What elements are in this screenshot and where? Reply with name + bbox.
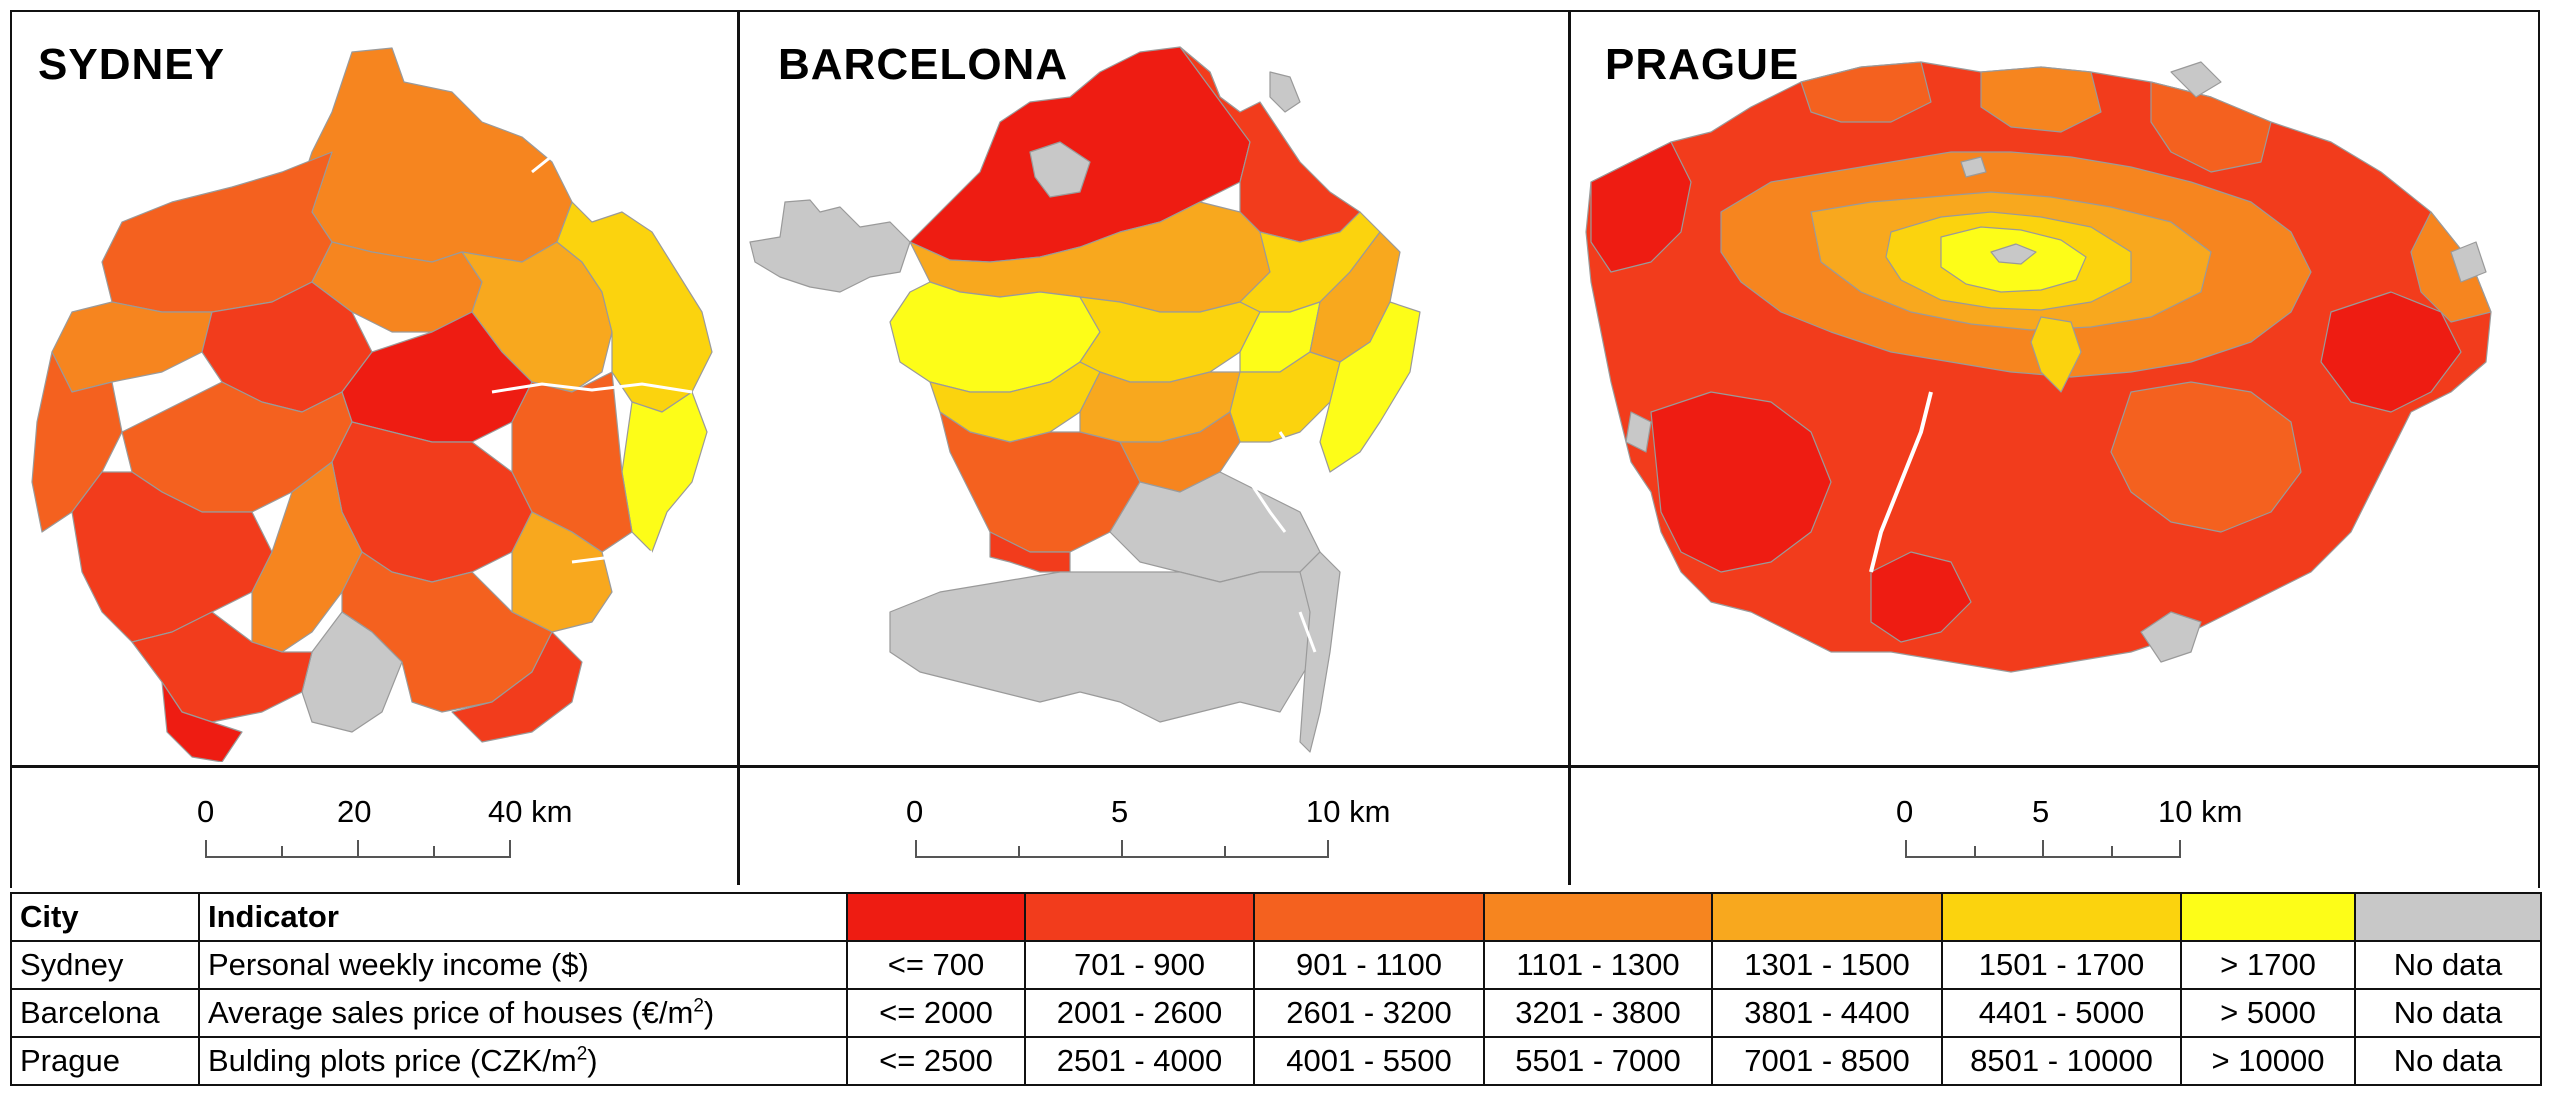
class-label: 701 - 900 <box>1024 940 1255 990</box>
class-label: 4401 - 5000 <box>1941 988 2182 1038</box>
scale-label: 0 <box>906 794 924 829</box>
class-label: 1501 - 1700 <box>1941 940 2182 990</box>
class-label: > 10000 <box>2180 1036 2356 1086</box>
row-city: Prague <box>10 1036 200 1086</box>
row-indicator: Average sales price of houses (€/m2) <box>198 988 848 1038</box>
scale-label: 20 <box>337 794 372 829</box>
class-label: 901 - 1100 <box>1253 940 1485 990</box>
class-label: No data <box>2354 1036 2542 1086</box>
class-label: <= 2500 <box>846 1036 1026 1086</box>
color-swatch <box>846 892 1026 942</box>
map-frame <box>10 10 2540 888</box>
class-label: 3201 - 3800 <box>1483 988 1713 1038</box>
legend-row-barcelona: Barcelona Average sales price of houses … <box>10 988 2542 1038</box>
panel-divider <box>737 10 740 885</box>
scale-label: 40 km <box>488 794 573 829</box>
map-sydney <box>31 47 713 762</box>
scale-label: 5 <box>2032 794 2050 829</box>
row-indicator: Personal weekly income ($) <box>198 940 848 990</box>
scale-label: 10 km <box>1306 794 1391 829</box>
scale-label: 0 <box>197 794 215 829</box>
legend-row-prague: Prague Bulding plots price (CZK/m2) <= 2… <box>10 1036 2542 1086</box>
color-swatch <box>2180 892 2356 942</box>
city-title: SYDNEY <box>38 40 225 89</box>
row-city: Barcelona <box>10 988 200 1038</box>
header-indicator: Indicator <box>198 892 848 942</box>
class-label: 4001 - 5500 <box>1253 1036 1485 1086</box>
row-city: Sydney <box>10 940 200 990</box>
class-label: 3801 - 4400 <box>1711 988 1943 1038</box>
class-label: <= 700 <box>846 940 1026 990</box>
scale-label: 0 <box>1896 794 1914 829</box>
color-swatch <box>2354 892 2542 942</box>
class-label: 8501 - 10000 <box>1941 1036 2182 1086</box>
class-label: <= 2000 <box>846 988 1026 1038</box>
panel-sydney: SYDNEY <box>12 12 737 762</box>
class-label: 2601 - 3200 <box>1253 988 1485 1038</box>
city-title: PRAGUE <box>1605 40 1800 89</box>
panel-prague: PRAGUE <box>1571 12 2538 762</box>
scale-label: 5 <box>1111 794 1129 829</box>
legend-header-row: City Indicator <box>10 892 2542 942</box>
row-indicator: Bulding plots price (CZK/m2) <box>198 1036 848 1086</box>
class-label: 7001 - 8500 <box>1711 1036 1943 1086</box>
city-title: BARCELONA <box>778 40 1069 89</box>
scale-label: 10 km <box>2158 794 2243 829</box>
class-label: > 5000 <box>2180 988 2356 1038</box>
panel-barcelona: BARCELONA <box>740 12 1568 762</box>
class-label: 5501 - 7000 <box>1483 1036 1713 1086</box>
color-swatch <box>1024 892 1255 942</box>
map-prague <box>1585 61 2492 673</box>
legend-row-sydney: Sydney Personal weekly income ($) <= 700… <box>10 940 2542 990</box>
class-label: 2501 - 4000 <box>1024 1036 1255 1086</box>
class-label: 2001 - 2600 <box>1024 988 1255 1038</box>
color-swatch <box>1483 892 1713 942</box>
panel-divider <box>1568 10 1571 885</box>
class-label: 1301 - 1500 <box>1711 940 1943 990</box>
legend-table: City Indicator Sydney Personal weekly in… <box>10 892 2542 1086</box>
class-label: 1101 - 1300 <box>1483 940 1713 990</box>
class-label: > 1700 <box>2180 940 2356 990</box>
class-label: No data <box>2354 940 2542 990</box>
color-swatch <box>1941 892 2182 942</box>
map-barcelona <box>749 46 1421 753</box>
color-swatch <box>1253 892 1485 942</box>
color-swatch <box>1711 892 1943 942</box>
class-label: No data <box>2354 988 2542 1038</box>
map-scale-divider <box>10 765 2540 768</box>
header-city: City <box>10 892 200 942</box>
